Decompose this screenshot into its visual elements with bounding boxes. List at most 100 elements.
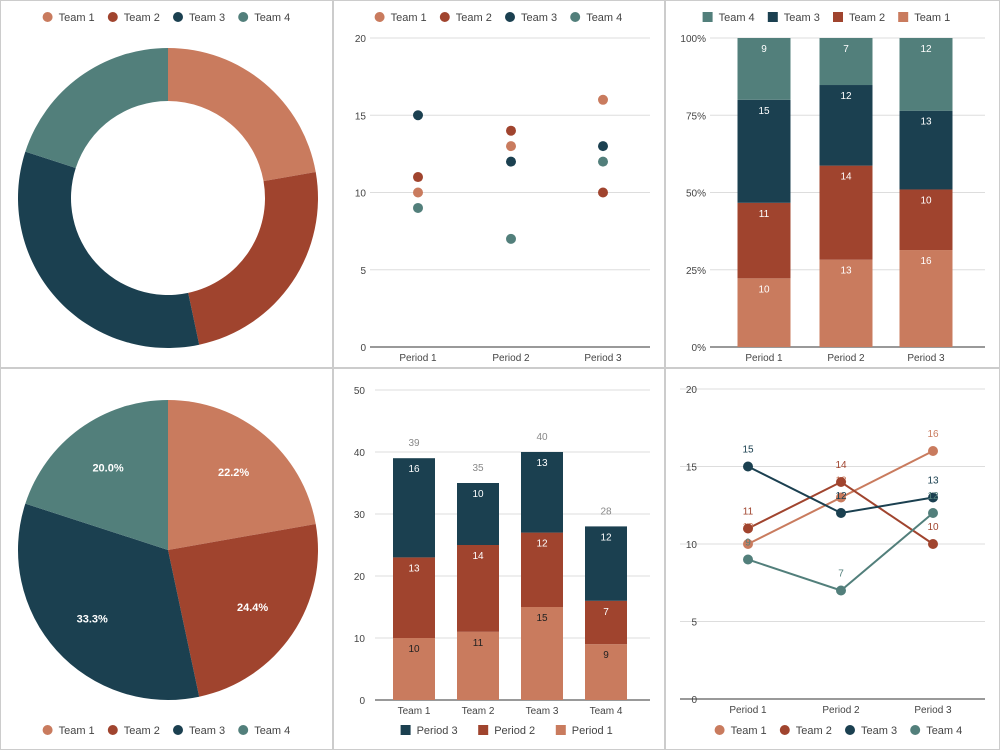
scatter-point[interactable]	[413, 172, 423, 183]
donut-slice-team-1[interactable]	[168, 48, 316, 182]
legend-item[interactable]: Team 1	[898, 12, 950, 24]
line-point[interactable]	[743, 461, 753, 472]
legend-item[interactable]: Team 1	[714, 725, 767, 737]
legend-label: Team 1	[914, 12, 950, 24]
bar-segment[interactable]	[737, 202, 791, 279]
scatter-point[interactable]	[506, 141, 516, 152]
legend-item[interactable]: Team 4	[570, 12, 622, 24]
legend-label: Team 3	[189, 12, 225, 24]
donut-slice-team-2[interactable]	[188, 171, 318, 345]
legend-item[interactable]: Team 2	[833, 12, 885, 24]
pie-slice-team-1[interactable]	[168, 400, 316, 550]
bar-segment[interactable]	[521, 452, 563, 533]
pie-slice-team-4[interactable]	[25, 400, 168, 550]
bar-segment[interactable]	[585, 644, 627, 700]
bar-segment[interactable]	[819, 165, 873, 260]
legend-swatch	[767, 12, 778, 22]
y-tick-label: 0	[359, 696, 365, 707]
legend-item[interactable]: Team 4	[702, 12, 755, 24]
chart-legend: Team 4 Team 3 Team 2 Team 1	[702, 12, 950, 24]
legend-item[interactable]: Team 3	[173, 12, 225, 24]
line-point[interactable]	[743, 554, 753, 565]
chart-legend: Period 3 Period 2 Period 1	[400, 725, 613, 737]
scatter-point[interactable]	[598, 187, 608, 198]
pie-slice-team-2[interactable]	[168, 523, 318, 697]
scatter-point[interactable]	[506, 156, 516, 167]
y-tick-label: 50	[354, 386, 366, 397]
legend-item[interactable]: Team 2	[439, 12, 492, 24]
bar-data-label: 7	[603, 607, 609, 618]
bar-segment[interactable]	[819, 85, 873, 166]
bar-segment[interactable]	[737, 278, 791, 347]
line-point[interactable]	[836, 477, 846, 487]
scatter-point[interactable]	[598, 156, 608, 167]
legend-item[interactable]: Team 3	[505, 12, 557, 24]
bar-segment[interactable]	[899, 38, 953, 111]
line-point[interactable]	[928, 492, 938, 503]
legend-swatch	[42, 12, 53, 22]
bar-segment[interactable]	[819, 38, 873, 86]
bar-segment[interactable]	[521, 532, 563, 607]
bar-segment[interactable]	[457, 631, 499, 700]
line-point[interactable]	[836, 585, 846, 596]
bar-segment[interactable]	[819, 259, 873, 347]
legend-item[interactable]: Team 1	[42, 725, 95, 737]
line-point[interactable]	[743, 523, 753, 534]
scatter-point[interactable]	[413, 187, 423, 198]
legend-item[interactable]: Team 3	[767, 12, 820, 24]
legend-item[interactable]: Team 4	[910, 725, 962, 737]
legend-label: Team 4	[926, 725, 962, 737]
bar-segment[interactable]	[457, 483, 499, 545]
scatter-point[interactable]	[506, 125, 516, 136]
legend-item[interactable]: Team 4	[238, 12, 290, 24]
line-point[interactable]	[928, 508, 938, 518]
legend-label: Team 1	[391, 12, 427, 24]
legend-item[interactable]: Team 1	[374, 12, 427, 24]
line-point[interactable]	[836, 492, 846, 503]
legend-item[interactable]: Team 2	[779, 725, 832, 737]
legend-item[interactable]: Period 3	[400, 725, 458, 737]
bar-segment[interactable]	[899, 189, 953, 251]
legend-item[interactable]: Team 4	[238, 725, 290, 737]
bar-segment[interactable]	[585, 600, 627, 645]
bar-segment[interactable]	[899, 250, 953, 347]
line-series-3[interactable]	[747, 465, 934, 515]
line-point[interactable]	[928, 446, 938, 456]
y-tick-label: 30	[354, 510, 366, 521]
bar-segment[interactable]	[899, 110, 953, 190]
bar-segment[interactable]	[585, 526, 627, 601]
bar-segment[interactable]	[457, 545, 499, 632]
bar-segment[interactable]	[737, 99, 791, 203]
bar-segment[interactable]	[393, 458, 435, 558]
bar-data-label: 9	[603, 650, 609, 661]
scatter-point[interactable]	[598, 141, 608, 152]
donut-slice-team-3[interactable]	[18, 151, 200, 348]
legend-item[interactable]: Team 3	[845, 725, 897, 737]
donut-slice-team-4[interactable]	[25, 48, 168, 169]
legend-item[interactable]: Team 3	[173, 725, 225, 737]
legend-swatch	[107, 12, 118, 22]
scatter-point[interactable]	[413, 110, 423, 121]
x-tick-label: Team 2	[462, 706, 495, 717]
scatter-point[interactable]	[598, 94, 608, 105]
legend-item[interactable]: Period 2	[478, 725, 535, 737]
pie-slice-team-3[interactable]	[17, 503, 200, 701]
legend-item[interactable]: Team 1	[42, 12, 95, 24]
legend-label: Team 3	[861, 725, 897, 737]
legend-item[interactable]: Period 1	[555, 725, 613, 737]
line-point[interactable]	[928, 539, 938, 549]
line-point[interactable]	[836, 508, 846, 518]
bar-segment[interactable]	[521, 607, 563, 700]
legend-item[interactable]: Team 2	[107, 725, 160, 737]
legend-item[interactable]: Team 2	[107, 12, 160, 24]
x-tick-label: Period 3	[584, 353, 622, 364]
line-point[interactable]	[743, 539, 753, 549]
y-tick-label: 5	[360, 266, 366, 277]
bar-segment[interactable]	[737, 38, 791, 100]
scatter-point[interactable]	[413, 202, 423, 213]
bar-segment[interactable]	[393, 638, 435, 700]
scatter-point[interactable]	[506, 233, 516, 244]
bar-segment[interactable]	[393, 557, 435, 638]
chart-panel-border	[665, 368, 1000, 750]
